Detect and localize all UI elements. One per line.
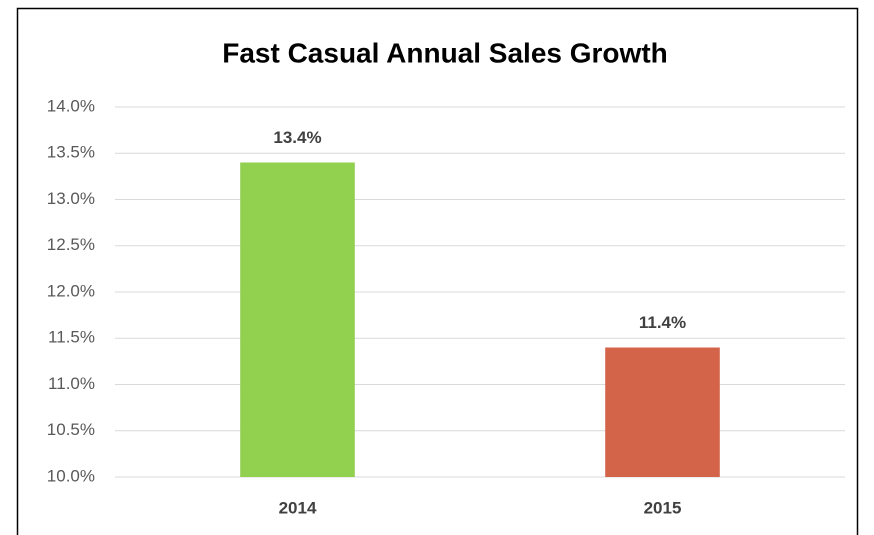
y-tick-label: 10.5%	[47, 420, 95, 439]
x-tick-label: 2014	[279, 498, 317, 517]
bar	[240, 162, 355, 477]
y-tick-label: 11.0%	[48, 374, 95, 393]
data-label: 13.4%	[273, 128, 321, 147]
chart-title: Fast Casual Annual Sales Growth	[222, 37, 668, 68]
chart-border	[16, 7, 859, 535]
data-label: 11.4%	[639, 313, 686, 332]
y-tick-label: 12.5%	[47, 235, 95, 254]
y-tick-label: 12.0%	[47, 281, 95, 300]
y-tick-label: 14.0%	[47, 96, 95, 115]
y-tick-label: 13.0%	[47, 189, 95, 208]
y-tick-label: 13.5%	[47, 143, 95, 162]
y-tick-label: 11.5%	[48, 328, 95, 347]
x-tick-label: 2015	[644, 498, 682, 517]
bar	[605, 347, 720, 477]
y-tick-label: 10.0%	[47, 466, 95, 485]
